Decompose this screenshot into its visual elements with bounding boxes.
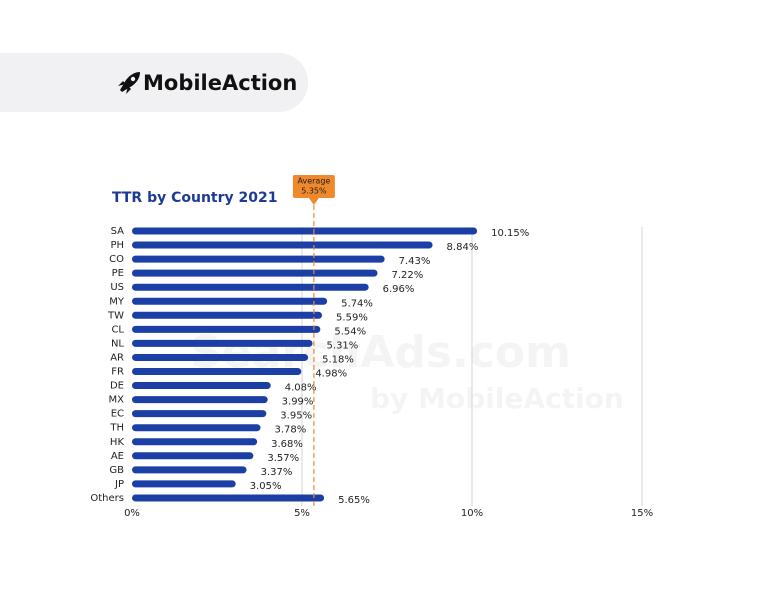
y-tick-label: HK <box>110 437 125 448</box>
y-tick-label: MX <box>109 395 125 406</box>
value-label: 3.57% <box>267 453 299 464</box>
brand-icon <box>118 72 140 94</box>
x-tick-label: 5% <box>294 508 310 519</box>
value-label: 4.98% <box>315 369 347 380</box>
bar <box>132 325 321 333</box>
bar <box>132 438 258 446</box>
y-tick-label: TH <box>109 423 124 434</box>
bar <box>132 297 328 305</box>
value-label: 3.78% <box>275 425 307 436</box>
bar <box>132 480 236 488</box>
x-tick-label: 10% <box>461 508 483 519</box>
value-label: 3.05% <box>250 481 282 492</box>
x-tick-label: 15% <box>631 508 653 519</box>
bar <box>132 283 369 291</box>
y-tick-label: PH <box>110 240 124 251</box>
y-tick-label: JP <box>114 479 124 490</box>
y-tick-label: NL <box>111 338 124 349</box>
chart-title: TTR by Country 2021 <box>112 190 277 206</box>
value-label: 5.18% <box>322 354 354 365</box>
y-tick-label: MY <box>109 296 125 307</box>
bar <box>132 494 325 502</box>
value-label: 8.84% <box>447 242 479 253</box>
bar <box>132 339 313 347</box>
bar <box>132 311 323 319</box>
value-label: 10.15% <box>491 228 529 239</box>
y-tick-label: AE <box>111 451 124 462</box>
value-label: 5.65% <box>338 495 370 506</box>
bar <box>132 353 309 361</box>
bar <box>132 269 378 277</box>
value-label: 7.43% <box>399 256 431 267</box>
y-tick-label: CO <box>109 254 124 265</box>
value-label: 6.96% <box>383 284 415 295</box>
average-label: Average <box>297 177 330 186</box>
y-tick-label: DE <box>110 381 124 392</box>
value-label: 3.99% <box>282 397 314 408</box>
bar <box>132 410 267 418</box>
bar <box>132 368 302 375</box>
value-label: 5.54% <box>334 326 366 337</box>
y-tick-label: GB <box>109 465 124 476</box>
average-callout-pointer <box>308 198 319 205</box>
brand-banner <box>0 53 308 112</box>
y-tick-label: FR <box>111 367 124 378</box>
bar <box>132 382 271 390</box>
average-callout <box>292 175 335 198</box>
value-label: 5.31% <box>327 340 359 351</box>
brand-name: MobileAction <box>143 71 297 95</box>
y-tick-label: Others <box>90 493 124 504</box>
y-tick-label: EC <box>111 409 124 420</box>
y-tick-label: AR <box>110 352 124 363</box>
x-tick-label: 0% <box>124 508 140 519</box>
value-label: 3.68% <box>271 439 303 450</box>
y-tick-label: US <box>110 282 124 293</box>
value-label: 3.95% <box>280 411 312 422</box>
bar <box>132 255 385 263</box>
y-tick-label: PE <box>112 268 124 279</box>
bar <box>132 396 268 404</box>
y-tick-label: CL <box>111 324 124 335</box>
bar <box>132 466 247 474</box>
value-label: 5.74% <box>341 298 373 309</box>
value-label: 4.08% <box>285 383 317 394</box>
bar <box>132 227 478 235</box>
value-label: 7.22% <box>391 270 423 281</box>
value-label: 5.59% <box>336 312 368 323</box>
watermark: by MobileAction <box>370 382 624 415</box>
y-tick-label: SA <box>111 226 125 237</box>
bar <box>132 241 433 249</box>
bar <box>132 452 254 460</box>
value-label: 3.37% <box>261 467 293 478</box>
y-tick-label: TW <box>107 310 124 321</box>
average-value-label: 5.35% <box>301 187 327 196</box>
bar <box>132 424 261 432</box>
